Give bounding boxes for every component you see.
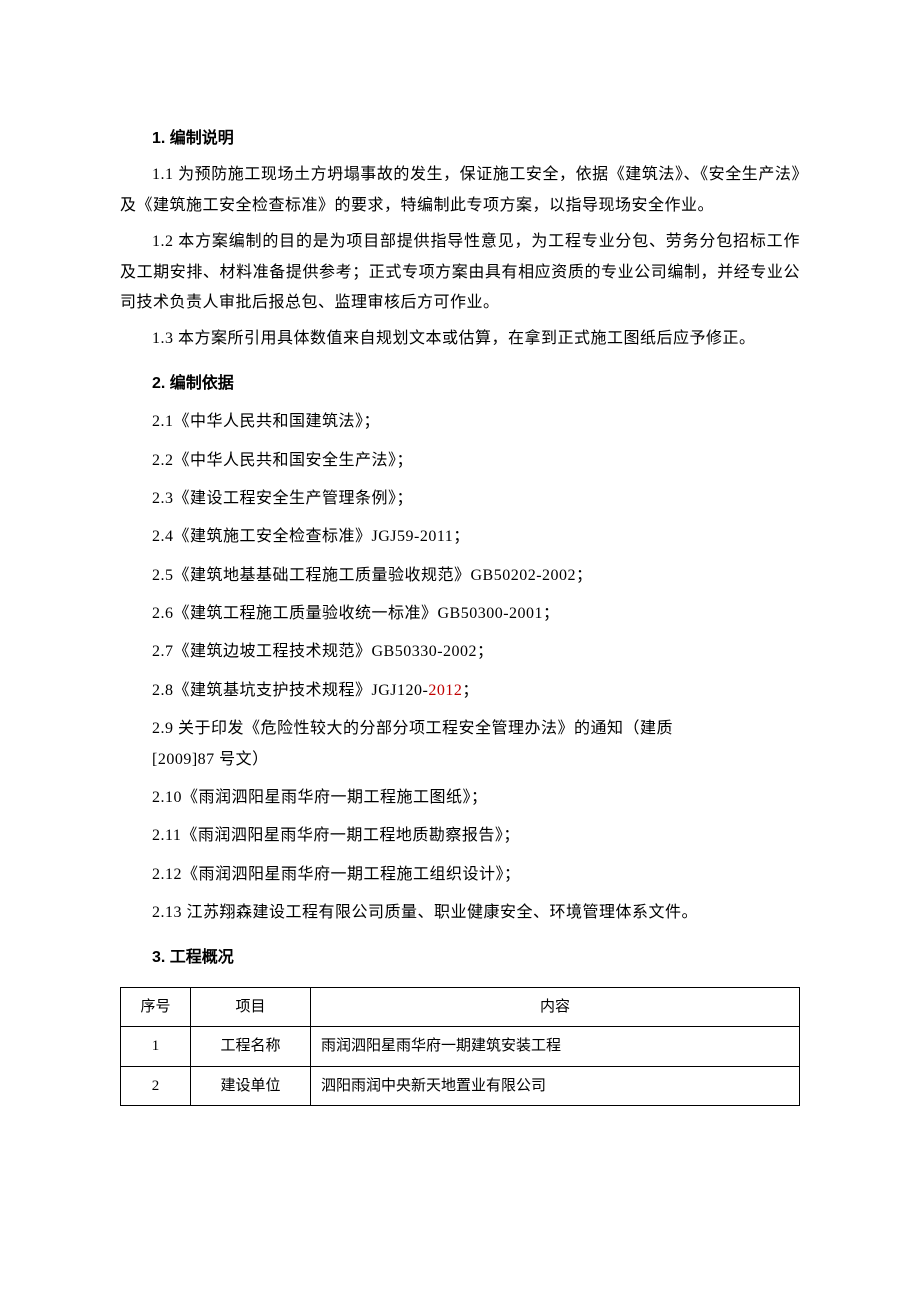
basis-item-2-1: 2.1《中华人民共和国建筑法》； [120, 407, 800, 437]
paragraph-1-3: 1.3 本方案所引用具体数值来自规划文本或估算，在拿到正式施工图纸后应予修正。 [120, 324, 800, 354]
paragraph-1-1: 1.1 为预防施工现场土方坍塌事故的发生，保证施工安全，依据《建筑法》、《安全生… [120, 160, 800, 221]
heading-section-1: 1. 编制说明 [120, 124, 800, 154]
table-header-item: 项目 [191, 987, 311, 1027]
basis-item-2-4: 2.4《建筑施工安全检查标准》JGJ59-2011； [120, 522, 800, 552]
basis-item-2-9-line1: 2.9 关于印发《危险性较大的分部分项工程安全管理办法》的通知（建质 [152, 714, 800, 744]
basis-item-2-12: 2.12《雨润泗阳星雨华府一期工程施工组织设计》； [120, 860, 800, 890]
basis-item-2-7: 2.7《建筑边坡工程技术规范》GB50330-2002； [120, 637, 800, 667]
table-row: 1 工程名称 雨润泗阳星雨华府一期建筑安装工程 [121, 1027, 800, 1067]
basis-item-2-8-part-c: ； [462, 682, 479, 699]
paragraph-1-2: 1.2 本方案编制的目的是为项目部提供指导性意见，为工程专业分包、劳务分包招标工… [120, 227, 800, 318]
basis-item-2-13: 2.13 江苏翔森建设工程有限公司质量、职业健康安全、环境管理体系文件。 [120, 898, 800, 928]
table-row: 序号 项目 内容 [121, 987, 800, 1027]
basis-item-2-3: 2.3《建设工程安全生产管理条例》； [120, 484, 800, 514]
basis-item-2-9: 2.9 关于印发《危险性较大的分部分项工程安全管理办法》的通知（建质 [2009… [120, 714, 800, 775]
table-cell-item: 工程名称 [191, 1027, 311, 1067]
basis-item-2-10: 2.10《雨润泗阳星雨华府一期工程施工图纸》； [120, 783, 800, 813]
table-cell-item: 建设单位 [191, 1066, 311, 1106]
basis-item-2-8-part-a: 2.8《建筑基坑支护技术规程》JGJ120- [152, 682, 428, 699]
basis-item-2-8-highlight: 2012 [428, 682, 462, 699]
basis-item-2-11: 2.11《雨润泗阳星雨华府一期工程地质勘察报告》； [120, 821, 800, 851]
table-header-seq: 序号 [121, 987, 191, 1027]
table-row: 2 建设单位 泗阳雨润中央新天地置业有限公司 [121, 1066, 800, 1106]
heading-section-2: 2. 编制依据 [120, 369, 800, 399]
project-overview-table: 序号 项目 内容 1 工程名称 雨润泗阳星雨华府一期建筑安装工程 2 建设单位 … [120, 987, 800, 1107]
basis-item-2-5: 2.5《建筑地基基础工程施工质量验收规范》GB50202-2002； [120, 561, 800, 591]
basis-item-2-8: 2.8《建筑基坑支护技术规程》JGJ120-2012； [120, 676, 800, 706]
basis-item-2-6: 2.6《建筑工程施工质量验收统一标准》GB50300-2001； [120, 599, 800, 629]
table-cell-seq: 1 [121, 1027, 191, 1067]
table-header-content: 内容 [311, 987, 800, 1027]
basis-item-2-2: 2.2《中华人民共和国安全生产法》； [120, 446, 800, 476]
table-cell-content: 泗阳雨润中央新天地置业有限公司 [311, 1066, 800, 1106]
heading-section-3: 3. 工程概况 [120, 943, 800, 973]
table-cell-content: 雨润泗阳星雨华府一期建筑安装工程 [311, 1027, 800, 1067]
table-cell-seq: 2 [121, 1066, 191, 1106]
basis-item-2-9-line2: [2009]87 号文） [152, 745, 800, 775]
